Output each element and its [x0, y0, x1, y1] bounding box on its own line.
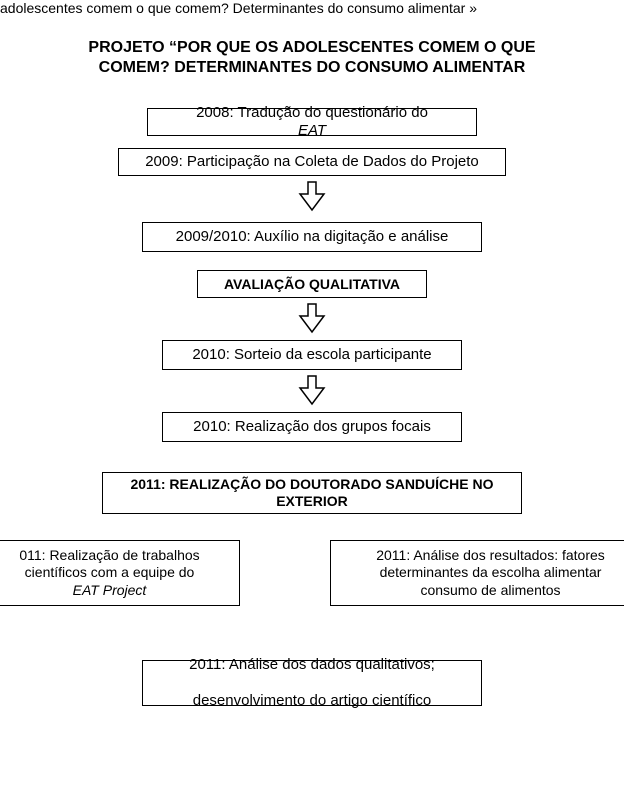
arrow-2 [298, 302, 326, 334]
step-2011-final-line2: desenvolvimento do artigo científico [189, 692, 435, 710]
step-2010-grupos-focais-text: 2010: Realização dos grupos focais [193, 418, 431, 436]
section-doutorado-sanduiche-text: 2011: REALIZAÇÃO DO DOUTORADO SANDUÍCHE … [113, 476, 511, 510]
step-2010-sorteio: 2010: Sorteio da escola participante [162, 340, 462, 370]
step-2009-coleta-text: 2009: Participação na Coleta de Dados do… [145, 153, 479, 171]
step-2008-italic: EAT [196, 122, 428, 140]
step-2011-analise-resultados-text: 2011: Análise dos resultados: fatores de… [376, 547, 605, 600]
right-2011-line1: 2011: Análise dos resultados: fatores [376, 547, 605, 563]
section-doutorado-sanduiche: 2011: REALIZAÇÃO DO DOUTORADO SANDUÍCHE … [102, 472, 522, 514]
step-2011-analise-resultados: 2011: Análise dos resultados: fatores de… [330, 540, 624, 606]
right-2011-line2: determinantes da escolha alimentar [380, 564, 602, 580]
step-2011-final: 2011: Análise dos dados qualitativos; de… [142, 660, 482, 706]
step-2009-coleta: 2009: Participação na Coleta de Dados do… [118, 148, 506, 176]
step-2008-text: 2008: Tradução do questionário do EAT [196, 104, 428, 140]
step-2008: 2008: Tradução do questionário do EAT [147, 108, 477, 136]
top-cropped-text: adolescentes comem o que comem? Determin… [0, 0, 477, 16]
left-2011-line1: 011: Realização de trabalhos [19, 547, 199, 563]
step-2010-grupos-focais: 2010: Realização dos grupos focais [162, 412, 462, 442]
left-2011-line2: científicos com a equipe do [25, 564, 195, 580]
step-2008-prefix: 2008: Tradução do questionário do [196, 104, 428, 122]
step-2009-2010-text: 2009/2010: Auxílio na digitação e anális… [176, 228, 449, 246]
arrow-1 [298, 180, 326, 212]
step-2009-2010: 2009/2010: Auxílio na digitação e anális… [142, 222, 482, 252]
step-2011-final-line1: 2011: Análise dos dados qualitativos; [189, 656, 435, 674]
step-2011-equipe-eat-text: 011: Realização de trabalhos científicos… [19, 547, 199, 600]
project-title: PROJETO “POR QUE OS ADOLESCENTES COMEM O… [82, 38, 542, 78]
left-2011-line3: EAT Project [73, 582, 147, 598]
step-2010-sorteio-text: 2010: Sorteio da escola participante [192, 346, 431, 364]
flowchart-page: adolescentes comem o que comem? Determin… [0, 0, 624, 789]
step-2011-final-text: 2011: Análise dos dados qualitativos; de… [189, 656, 435, 710]
step-2011-equipe-eat: 011: Realização de trabalhos científicos… [0, 540, 240, 606]
section-avaliacao-qualitativa: AVALIAÇÃO QUALITATIVA [197, 270, 427, 298]
right-2011-line3: consumo de alimentos [420, 582, 560, 598]
arrow-3 [298, 374, 326, 406]
section-avaliacao-qualitativa-text: AVALIAÇÃO QUALITATIVA [224, 276, 400, 293]
